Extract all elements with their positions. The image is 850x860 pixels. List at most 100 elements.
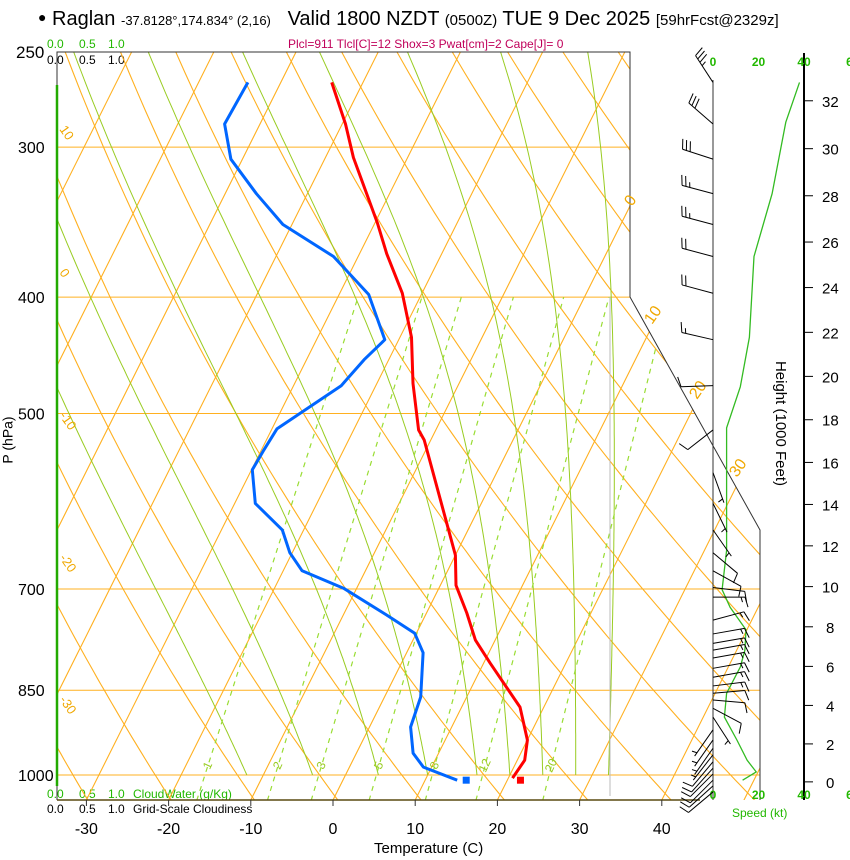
wind-barb [712,529,732,558]
height-tick-label: 2 [826,737,834,754]
height-tick-label: 22 [822,325,839,342]
isotherm-label: 20 [686,378,710,402]
wind-barb [680,322,714,341]
barb-shaft [712,529,732,557]
dry-adiabat-label: -20 [57,551,80,575]
wind-barb [712,611,750,621]
barb-feather [732,573,738,584]
barb-half-feather [740,628,744,634]
barb-half-feather [739,612,744,618]
moist-adiabat [57,52,314,776]
barb-half-feather [740,596,743,603]
barb-shaft [712,472,725,503]
wind-barb [681,174,714,195]
pressure-tick-label: 300 [18,140,45,157]
mixing-ratio-line [196,296,359,800]
barb-feather [744,681,750,692]
barb-shaft [694,729,714,757]
pressure-tick-label: 1000 [18,768,54,785]
barb-shaft [681,184,714,195]
wind-barb [712,644,750,655]
barb-feather [680,322,683,333]
barb-half-feather [690,774,696,778]
barb-feather [738,586,742,597]
isotherm [167,52,602,800]
cloudwater-label: CloudWater (g/Kg) [133,787,232,801]
x-tick-label: 30 [571,821,589,838]
height-tick-label: 18 [822,413,839,430]
isotherm [57,52,109,800]
wind-barb [681,205,714,226]
barb-shaft [712,690,745,694]
barb-feather [744,702,748,714]
speed-tick-top: 6 [846,55,850,69]
surface-dewpoint-marker [462,776,470,784]
barb-feather [677,376,682,387]
station-bullet-icon: ● [38,9,47,25]
isotherm [85,52,520,800]
barb-half-feather [725,552,730,558]
dry-adiabat [275,52,760,800]
temperature-line [330,81,529,779]
isotherm [250,52,684,800]
barb-feather [744,662,750,673]
cloudwater-tick-bottom-0: 0.0 [47,787,64,801]
isotherm [57,52,191,800]
height-tick-label: 26 [822,235,839,252]
barb-half-feather [740,672,744,678]
x-tick-label: 0 [329,821,338,838]
height-tick-label: 8 [826,620,834,637]
cloudiness-tick-bottom-0: 0.0 [47,802,64,816]
barb-shaft [690,779,714,804]
height-tick-label: 14 [822,497,839,514]
mixing-ratio-label-20: 20 [542,756,560,774]
dry-adiabat [57,52,172,800]
barb-shaft [712,716,731,745]
cloudwater-tick-top-0: 0.0 [47,37,64,51]
barb-feather [679,806,689,813]
wind-barb [691,739,714,767]
wind-barb [680,779,714,804]
valid-date: TUE 9 Dec 2025 [502,8,651,30]
x-tick-label: -20 [157,821,180,838]
barb-half-feather [740,644,744,651]
dry-adiabat [494,52,760,800]
barb-shaft [690,773,714,797]
moist-adiabat [147,52,429,776]
barb-shaft [712,611,745,621]
height-tick-label: 16 [822,455,839,472]
wind-barb [691,747,714,775]
wind-barb [677,376,714,388]
dry-adiabat [166,52,672,800]
barb-shaft [682,148,714,160]
height-tick-label: 20 [822,369,839,386]
barb-half-feather [740,638,744,644]
height-tick-label: 30 [822,142,839,159]
wind-speed-line [721,82,801,781]
barb-half-feather [740,682,744,688]
dry-adiabat [57,52,422,800]
pressure-tick-label: 250 [16,43,44,62]
barb-shaft [712,587,745,592]
height-tick-label: 24 [822,281,839,298]
x-tick-label: -10 [239,821,262,838]
x-tick-label: 10 [406,821,424,838]
wind-barb [681,274,714,294]
height-tick-label: 28 [822,189,839,206]
barb-shaft [687,429,714,451]
wind-barb [682,138,714,160]
dry-adiabat [0,31,5,801]
dry-adiabat [220,52,756,800]
barb-shaft [681,284,714,294]
cloudwater-tick-top-1: 0.5 [79,37,96,51]
barb-feather [738,723,742,734]
barb-half-feather [691,769,698,772]
mixing-ratio-line [310,296,462,800]
utc-time: (0500Z) [444,12,498,29]
height-tick-label: 0 [826,775,834,792]
barb-shaft [712,662,745,669]
wind-barb [712,699,748,714]
wind-barb [679,791,714,813]
mixing-ratio-label-1: 1 [200,759,216,771]
barb-feather [744,637,750,648]
